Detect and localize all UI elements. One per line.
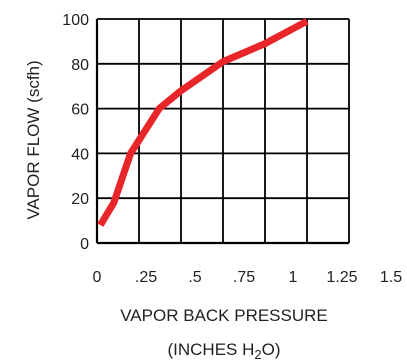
x-axis-units-suffix: O): [262, 340, 281, 359]
x-tick-label: .5: [188, 269, 201, 286]
y-tick-label: 100: [62, 12, 89, 29]
x-tick-label: 1.5: [380, 269, 402, 286]
x-axis-units-subscript: 2: [254, 347, 261, 362]
series: [97, 18, 309, 227]
x-tick-label: 1: [289, 269, 298, 286]
grid: [95, 18, 350, 245]
x-tick-labels: 0 .25 .5 .75 1 1.25 1.5: [93, 269, 403, 286]
x-tick-label: .25: [135, 269, 157, 286]
x-tick-label: 1.25: [326, 269, 357, 286]
x-tick-label: .75: [233, 269, 255, 286]
x-axis-title-units: (INCHES H2O): [167, 340, 280, 362]
y-tick-labels: 0 20 40 60 80 100: [62, 12, 89, 253]
x-tick-label: 0: [93, 269, 102, 286]
y-tick-label: 60: [71, 102, 89, 119]
series-line: [97, 18, 309, 227]
y-tick-label: 20: [71, 191, 89, 208]
y-tick-label: 80: [71, 57, 89, 74]
y-tick-label: 0: [80, 236, 89, 253]
y-axis-title: VAPOR FLOW (scfh): [24, 60, 43, 219]
x-axis-units-prefix: (INCHES H: [167, 340, 254, 359]
y-tick-label: 40: [71, 146, 89, 163]
x-axis-title: VAPOR BACK PRESSURE: [120, 306, 328, 325]
